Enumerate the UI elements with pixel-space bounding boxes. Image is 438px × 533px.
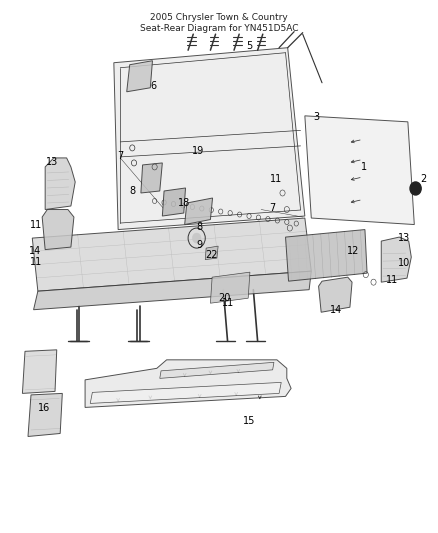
Text: 15: 15 — [243, 416, 255, 426]
Text: 8: 8 — [197, 222, 203, 232]
Text: 20: 20 — [218, 293, 230, 303]
Text: 14: 14 — [330, 305, 342, 314]
Text: 9: 9 — [197, 240, 203, 249]
Polygon shape — [162, 188, 186, 216]
Text: 16: 16 — [38, 403, 50, 414]
Circle shape — [410, 182, 421, 195]
Circle shape — [192, 233, 201, 243]
Text: 14: 14 — [29, 246, 42, 256]
Text: 1: 1 — [360, 162, 367, 172]
Text: 11: 11 — [223, 298, 235, 308]
Polygon shape — [141, 163, 162, 193]
Polygon shape — [28, 393, 62, 437]
Text: 10: 10 — [399, 258, 411, 268]
Text: 11: 11 — [30, 257, 42, 267]
Text: 7: 7 — [117, 151, 123, 161]
Text: 11: 11 — [30, 220, 42, 230]
Polygon shape — [205, 246, 218, 260]
Text: 3: 3 — [314, 112, 320, 122]
Text: 22: 22 — [205, 249, 218, 260]
Polygon shape — [305, 116, 414, 224]
Polygon shape — [185, 198, 212, 224]
Text: 2005 Chrysler Town & Country
Seat-Rear Diagram for YN451D5AC: 2005 Chrysler Town & Country Seat-Rear D… — [140, 13, 298, 33]
Text: 5: 5 — [246, 41, 252, 51]
Polygon shape — [127, 61, 152, 92]
Text: 13: 13 — [399, 233, 411, 243]
Text: 6: 6 — [150, 81, 156, 91]
Polygon shape — [32, 218, 311, 291]
Text: 11: 11 — [270, 174, 282, 184]
Polygon shape — [45, 158, 75, 209]
Text: 2: 2 — [421, 174, 427, 184]
Text: 18: 18 — [178, 198, 191, 208]
Text: 12: 12 — [347, 246, 359, 256]
Polygon shape — [42, 209, 74, 249]
Polygon shape — [22, 350, 57, 393]
Polygon shape — [210, 272, 250, 303]
Polygon shape — [114, 47, 305, 230]
Text: 7: 7 — [270, 203, 276, 213]
Polygon shape — [90, 382, 281, 403]
Polygon shape — [34, 271, 311, 310]
Text: 11: 11 — [385, 274, 398, 285]
Polygon shape — [318, 277, 352, 312]
Polygon shape — [286, 230, 367, 281]
Polygon shape — [160, 362, 274, 378]
Text: 8: 8 — [130, 186, 136, 196]
Polygon shape — [381, 237, 411, 282]
Text: 19: 19 — [192, 146, 205, 156]
Polygon shape — [85, 360, 291, 407]
Text: 13: 13 — [46, 157, 59, 167]
